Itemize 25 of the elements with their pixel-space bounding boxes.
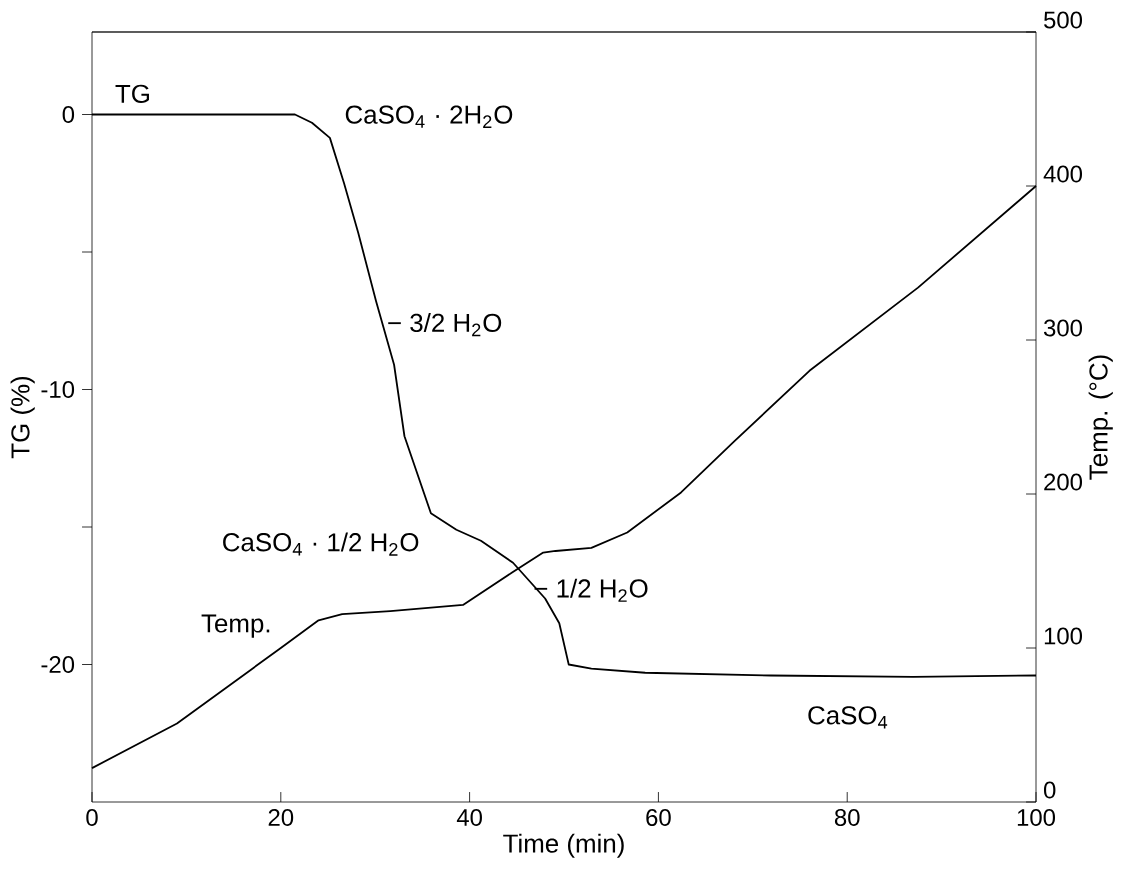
y2-tick-label: 300 (1043, 319, 1083, 337)
x-tick-label: 100 (1017, 809, 1056, 826)
y2-tick-label: 400 (1043, 165, 1083, 183)
annotation: − 1/2 H$_{2}$O (534, 578, 648, 602)
y2-tick-label: 500 (1044, 11, 1083, 29)
series-label: Temp. (201, 614, 270, 638)
y2-tick-label: 0 (1043, 781, 1056, 799)
y-tick-label: -10 (41, 381, 75, 398)
x-tick-label: 20 (268, 809, 294, 826)
x-tick-label: 80 (834, 809, 860, 826)
y-axis-title: TG (%) (10, 376, 35, 459)
annotation: CaSO$_{4}$ (808, 706, 888, 729)
x-tick-label: 60 (646, 809, 671, 826)
y-tick-label: 0 (62, 106, 75, 123)
y2-axis-title: Temp. (°C) (1088, 355, 1113, 480)
y2-tick-label: 100 (1044, 627, 1083, 645)
y-tick-label: -20 (41, 656, 75, 673)
annotation: CaSO$_{4}$ · 1/2 H$_{2}$O (223, 532, 419, 556)
y2-tick-label: 200 (1044, 473, 1083, 491)
x-tick-label: 40 (456, 809, 482, 826)
annotation: − 3/2 H$_{2}$O (388, 312, 502, 337)
x-axis-title: Time (min) (503, 833, 624, 858)
series-label: TG (115, 84, 149, 103)
x-tick-label: 0 (86, 809, 98, 826)
annotation: CaSO$_{4}$ · 2H$_{2}$O (345, 105, 513, 128)
